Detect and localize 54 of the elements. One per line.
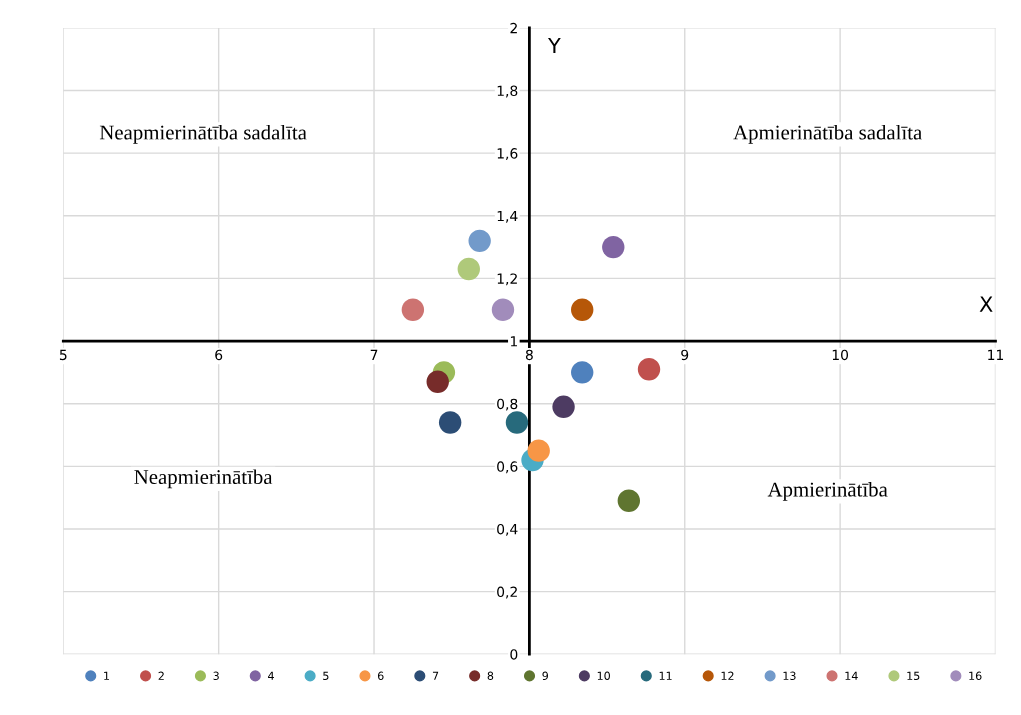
legend-label: 10 xyxy=(597,671,610,680)
point xyxy=(602,235,625,259)
point xyxy=(457,257,480,281)
point xyxy=(571,298,594,321)
point xyxy=(552,395,575,419)
annotation: Neapmierinātība sadalīta xyxy=(99,124,307,144)
y-tick-label: 0,4 xyxy=(497,523,518,536)
x-tick-label: 5 xyxy=(59,349,67,361)
legend-label: 3 xyxy=(213,671,219,680)
x-axis-title: X xyxy=(979,296,993,312)
annotation: Neapmierinātība xyxy=(134,469,273,489)
y-tick-label: 1,4 xyxy=(497,210,518,223)
point xyxy=(571,361,594,384)
y-tick-label: 0,2 xyxy=(497,586,517,599)
legend-label: 11 xyxy=(659,671,672,680)
x-tick-label: 6 xyxy=(215,349,223,361)
annotation: Apmierinātība sadalīta xyxy=(733,124,922,144)
x-tick-label: 9 xyxy=(681,349,689,361)
legend-label: 6 xyxy=(377,671,384,680)
y-tick-label: 0 xyxy=(510,649,518,660)
annotation: Apmierinātība xyxy=(767,481,888,501)
x-tick-label: 7 xyxy=(370,349,378,360)
y-tick-label: 0,6 xyxy=(497,461,518,474)
x-tick-label: 10 xyxy=(832,349,849,361)
legend-label: 5 xyxy=(323,671,329,680)
y-tick-label: 0,8 xyxy=(497,398,518,411)
legend-label: 15 xyxy=(907,671,920,680)
legend-label: 16 xyxy=(969,671,982,680)
legend-label: 14 xyxy=(845,671,858,680)
point xyxy=(505,411,529,434)
legend-label: 12 xyxy=(721,671,734,680)
point xyxy=(491,298,515,321)
point xyxy=(617,489,641,512)
y-axis-title: Y xyxy=(547,37,561,54)
legend-label: 4 xyxy=(268,671,274,680)
point xyxy=(527,439,550,462)
legend-label: 1 xyxy=(104,671,109,680)
y-tick-label: 1,6 xyxy=(497,148,518,161)
legend-label: 9 xyxy=(542,671,549,680)
y-tick-label: 1,8 xyxy=(497,85,518,98)
legend-label: 13 xyxy=(783,671,796,680)
y-tick-label: 2 xyxy=(510,22,517,34)
x-tick-label: 11 xyxy=(988,349,1004,360)
y-tick-label: 1,2 xyxy=(497,273,517,286)
legend-label: 2 xyxy=(158,671,164,680)
point xyxy=(468,229,491,253)
point xyxy=(426,370,449,393)
y-tick-label: 1 xyxy=(510,336,517,347)
point xyxy=(401,298,425,321)
legend-label: 7 xyxy=(432,671,439,680)
legend-label: 8 xyxy=(487,671,494,680)
point xyxy=(438,411,462,434)
x-tick-label: 8 xyxy=(525,349,533,361)
point xyxy=(637,358,661,381)
